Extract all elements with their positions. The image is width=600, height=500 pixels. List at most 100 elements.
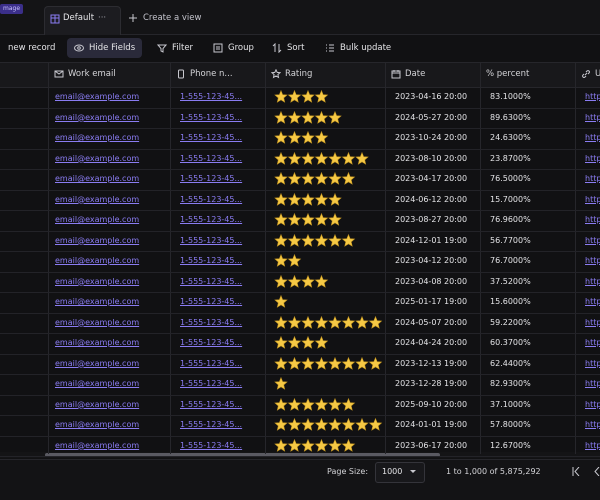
email-cell[interactable]: email@example.com (55, 215, 140, 224)
date-cell: 2024-04-24 20:00 (395, 338, 468, 347)
rating-stars (274, 89, 329, 103)
url-cell[interactable]: http (585, 256, 600, 265)
phone-cell[interactable]: 1-555-123-45... (180, 420, 243, 429)
url-cell[interactable]: http (585, 194, 600, 204)
hide-fields-button[interactable]: Hide Fields (67, 38, 143, 58)
phone-cell[interactable]: 1-555-123-45... (180, 133, 243, 142)
url-cell[interactable]: http (585, 399, 600, 409)
percent-cell: 76.7000% (490, 256, 531, 265)
email-cell[interactable]: email@example.com (55, 297, 140, 306)
star (274, 315, 288, 329)
email-cell[interactable]: email@example.com (55, 420, 140, 429)
column-label: Work email (68, 69, 116, 79)
row-divider (0, 189, 600, 191)
phone-cell[interactable]: 1-555-123-45... (180, 276, 243, 286)
email-cell[interactable]: email@example.com (55, 194, 140, 204)
create-view[interactable]: Create a view (143, 13, 202, 23)
email-cell[interactable]: email@example.com (55, 174, 140, 183)
group-button[interactable]: Group (206, 38, 261, 58)
icon (157, 44, 167, 53)
phone-cell[interactable]: 1-555-123-45... (180, 358, 243, 368)
phone-cell[interactable]: 1-555-123-45... (180, 235, 243, 245)
url-cell[interactable]: http (585, 133, 600, 142)
sort-button[interactable]: Sort (265, 38, 311, 58)
phone-cell[interactable]: 1-555-123-45... (180, 194, 243, 204)
page-size-select[interactable] (375, 462, 425, 483)
date-cell: 2024-01-01 19:00 (395, 420, 468, 429)
url-cell[interactable]: http (585, 235, 600, 245)
url-cell[interactable]: http (585, 338, 600, 347)
star (274, 397, 288, 411)
star (341, 397, 356, 411)
rating-stars (274, 212, 342, 226)
prev-page-icon[interactable] (593, 467, 600, 476)
header-row (0, 62, 600, 88)
url-cell[interactable]: http (585, 174, 600, 183)
email-cell[interactable]: email@example.com (55, 440, 140, 450)
filter-button[interactable]: Filter (150, 38, 200, 58)
email-cell[interactable]: email@example.com (55, 399, 140, 409)
percent-cell: 15.7000% (490, 194, 531, 204)
url-cell[interactable]: http (585, 112, 600, 122)
column-divider (48, 62, 49, 454)
phone-cell[interactable]: 1-555-123-45... (180, 92, 243, 101)
url-cell[interactable]: http (585, 297, 600, 306)
url-cell[interactable]: http (585, 379, 600, 388)
url-cell[interactable]: http (585, 153, 600, 163)
email-cell[interactable]: email@example.com (55, 317, 140, 327)
rating-stars (274, 438, 356, 452)
tab-menu[interactable]: ··· (98, 13, 107, 23)
bulk-update-button[interactable]: Bulk update (318, 38, 398, 58)
star (287, 397, 302, 411)
star (274, 417, 288, 431)
star (287, 212, 302, 226)
rating-stars (274, 253, 302, 267)
email-cell[interactable]: email@example.com (55, 256, 140, 265)
phone-cell[interactable]: 1-555-123-45... (180, 256, 243, 265)
email-cell[interactable]: email@example.com (55, 112, 140, 122)
email-cell[interactable]: email@example.com (55, 92, 140, 101)
phone-cell[interactable]: 1-555-123-45... (180, 112, 243, 122)
url-cell[interactable]: http (585, 92, 600, 101)
scrollbar-thumb[interactable] (45, 453, 440, 457)
new-record-button[interactable]: new record (0, 38, 62, 58)
url-cell[interactable]: http (585, 317, 600, 327)
rating-stars (274, 376, 288, 390)
star (314, 438, 329, 452)
phone-cell[interactable]: 1-555-123-45... (180, 297, 243, 306)
phone-cell[interactable]: 1-555-123-45... (180, 215, 243, 224)
tab[interactable] (44, 6, 121, 35)
email-cell[interactable]: email@example.com (55, 235, 140, 245)
page-size-label: Page Size: (327, 467, 369, 476)
star (314, 151, 329, 165)
icon (326, 44, 334, 52)
email-cell[interactable]: email@example.com (55, 153, 140, 163)
url-cell[interactable]: http (585, 420, 600, 429)
date-cell: 2023-04-16 20:00 (395, 92, 468, 101)
email-cell[interactable]: email@example.com (55, 338, 140, 347)
phone-cell[interactable]: 1-555-123-45... (180, 338, 243, 347)
phone-cell[interactable]: 1-555-123-45... (180, 317, 243, 327)
email-cell[interactable]: email@example.com (55, 276, 140, 286)
row-divider (0, 148, 600, 150)
url-cell[interactable]: http (585, 358, 600, 368)
rating-stars (274, 294, 288, 308)
star (287, 151, 302, 165)
star (287, 233, 302, 247)
url-cell[interactable]: http (585, 215, 600, 224)
phone-cell[interactable]: 1-555-123-45... (180, 379, 243, 388)
email-cell[interactable]: email@example.com (55, 133, 140, 142)
date-cell: 2023-12-28 19:00 (395, 379, 468, 388)
url-cell[interactable]: http (585, 276, 600, 286)
phone-cell[interactable]: 1-555-123-45... (180, 399, 243, 409)
email-cell[interactable]: email@example.com (55, 358, 140, 368)
first-page-icon[interactable] (572, 467, 580, 476)
phone-cell[interactable]: 1-555-123-45... (180, 153, 243, 163)
star (287, 89, 302, 103)
url-cell[interactable]: http (585, 440, 600, 450)
phone-cell[interactable]: 1-555-123-45... (180, 440, 243, 450)
row-divider (0, 333, 600, 334)
star (287, 335, 302, 349)
phone-cell[interactable]: 1-555-123-45... (180, 174, 243, 183)
email-cell[interactable]: email@example.com (55, 379, 140, 388)
